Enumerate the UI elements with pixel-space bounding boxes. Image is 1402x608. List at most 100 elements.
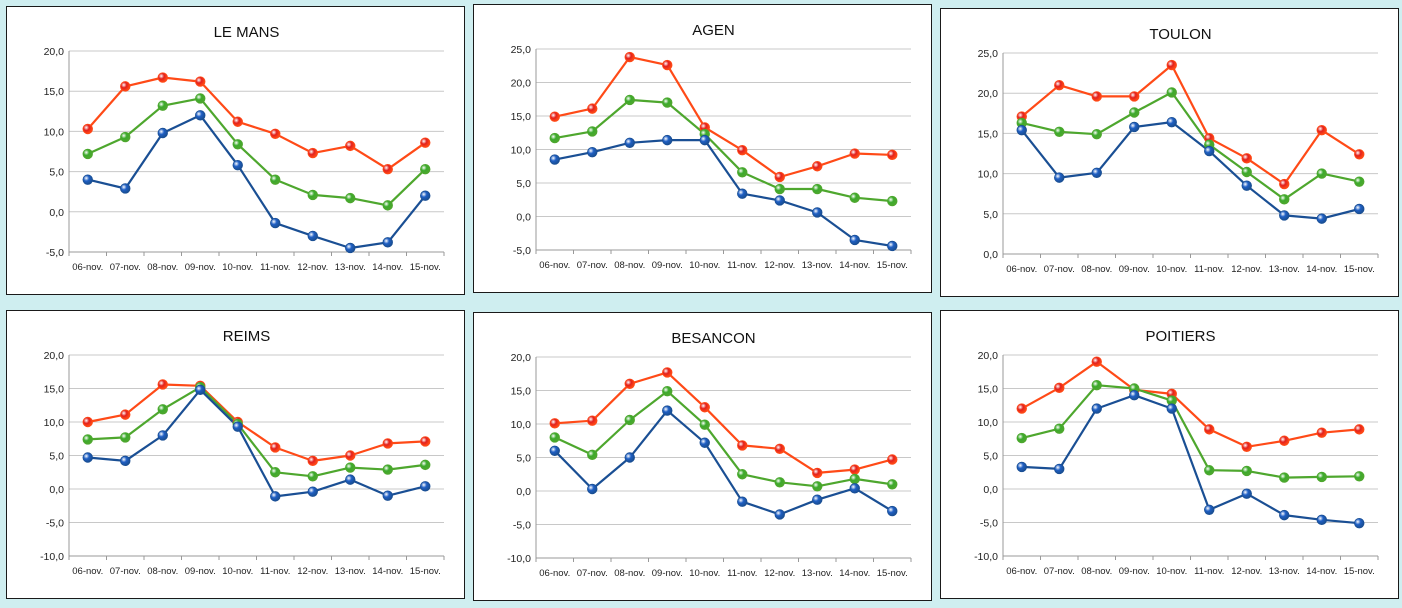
x-tick-label: 10-nov. <box>1156 264 1187 275</box>
data-point-mid <box>774 477 785 488</box>
x-tick-label: 09-nov. <box>652 260 683 271</box>
data-point-mid <box>549 132 560 144</box>
y-tick-label: 15,0 <box>511 111 532 123</box>
data-point-low <box>549 154 560 165</box>
series-line-high <box>1021 63 1360 186</box>
x-tick-label: 13-nov. <box>335 566 366 577</box>
data-point-low <box>195 384 206 396</box>
chart-svg: TOULON 0,0 5,0 10,0 15,0 20,0 25,0 06-nov. 07-no… <box>978 26 1379 275</box>
x-tick-label: 08-nov. <box>147 262 178 273</box>
data-point-low <box>699 134 710 146</box>
data-point-low <box>774 195 785 206</box>
series-line-low <box>87 388 426 498</box>
data-point-high <box>420 137 431 148</box>
x-tick-label: 12-nov. <box>297 566 328 577</box>
data-point-mid <box>420 163 431 175</box>
series-line-mid <box>554 98 893 203</box>
y-tick-label: 10,0 <box>978 417 999 429</box>
data-point-low <box>1279 210 1290 221</box>
x-tick-label: 09-nov. <box>1119 566 1150 577</box>
x-tick-label: 06-nov. <box>72 262 103 273</box>
data-point-mid <box>1354 176 1365 187</box>
data-point-low <box>699 437 710 448</box>
data-point-low <box>1129 121 1140 133</box>
y-tick-label: 15,0 <box>44 86 65 98</box>
data-point-low <box>624 452 635 463</box>
series-line-high <box>554 371 893 474</box>
data-point-mid <box>887 479 898 490</box>
y-tick-label: 15,0 <box>511 386 532 398</box>
y-tick-label: -10,0 <box>507 553 531 565</box>
data-point-high <box>587 103 598 114</box>
x-tick-label: 11-nov. <box>260 566 290 577</box>
data-point-high <box>270 442 281 453</box>
y-tick-label: 20,0 <box>511 352 532 364</box>
x-tick-label: 11-nov. <box>260 262 290 273</box>
x-tick-label: 12-nov. <box>297 262 328 273</box>
chart-svg: POITIERS -10,0 -5,0 0,0 5,0 10,0 15,0 20,0 06-no… <box>974 328 1379 577</box>
data-point-high <box>624 51 635 63</box>
chart-title: LE MANS <box>214 24 280 41</box>
series-line-low <box>87 114 427 250</box>
y-tick-label: -5,0 <box>46 247 64 259</box>
data-point-mid <box>307 189 318 201</box>
series-line-high <box>87 383 426 462</box>
y-tick-label: 20,0 <box>44 46 65 58</box>
x-tick-label: 15-nov. <box>410 566 441 577</box>
y-tick-label: 10,0 <box>44 417 65 429</box>
data-point-high <box>549 418 560 429</box>
data-point-mid <box>1241 465 1252 477</box>
data-point-low <box>774 509 785 520</box>
data-point-low <box>195 110 206 121</box>
y-tick-label: 15,0 <box>44 384 65 396</box>
y-tick-label: 5,0 <box>983 451 998 463</box>
x-tick-label: 09-nov. <box>652 568 683 579</box>
data-point-low <box>1316 514 1327 526</box>
series-line-high <box>1021 360 1360 448</box>
x-tick-label: 11-nov. <box>727 568 757 579</box>
y-tick-label: 5,0 <box>516 453 531 465</box>
y-tick-label: 0,0 <box>516 212 531 224</box>
data-point-high <box>307 147 318 159</box>
data-point-low <box>1204 145 1215 157</box>
y-tick-label: 20,0 <box>511 78 532 90</box>
x-tick-label: 13-nov. <box>1269 566 1300 577</box>
data-point-low <box>1091 403 1102 414</box>
data-point-mid <box>382 464 393 475</box>
data-point-high <box>1091 91 1102 102</box>
data-point-mid <box>1316 168 1327 179</box>
x-tick-label: 10-nov. <box>222 566 253 577</box>
data-point-low <box>1054 172 1065 183</box>
data-point-low <box>120 183 131 194</box>
x-tick-label: 09-nov. <box>1119 264 1150 275</box>
data-point-high <box>1354 424 1365 435</box>
data-point-low <box>307 486 318 497</box>
x-tick-label: 10-nov. <box>689 568 720 579</box>
x-tick-label: 08-nov. <box>614 260 645 271</box>
series-line-high <box>86 76 426 171</box>
data-point-low <box>662 134 673 146</box>
data-point-mid <box>1241 166 1252 178</box>
x-tick-label: 14-nov. <box>839 260 870 271</box>
y-tick-label: -5,0 <box>513 245 531 257</box>
data-point-low <box>382 237 393 248</box>
data-point-mid <box>270 174 281 185</box>
x-tick-label: 06-nov. <box>539 568 570 579</box>
y-tick-label: 10,0 <box>511 419 532 431</box>
x-tick-label: 13-nov. <box>335 262 366 273</box>
y-tick-label: 10,0 <box>978 169 999 181</box>
x-tick-label: 07-nov. <box>110 262 141 273</box>
data-point-low <box>587 146 598 158</box>
data-point-high <box>1016 403 1027 414</box>
data-point-low <box>1016 461 1027 473</box>
data-point-high <box>120 409 131 420</box>
chart-title: TOULON <box>1149 26 1211 43</box>
data-point-mid <box>345 192 356 204</box>
series-line-low <box>554 139 893 248</box>
data-point-high <box>887 454 898 465</box>
y-tick-label: 10,0 <box>44 126 65 138</box>
data-point-mid <box>1054 423 1065 434</box>
data-point-high <box>1166 59 1177 71</box>
y-tick-label: 0,0 <box>49 207 64 219</box>
y-tick-label: 5,0 <box>49 167 64 179</box>
